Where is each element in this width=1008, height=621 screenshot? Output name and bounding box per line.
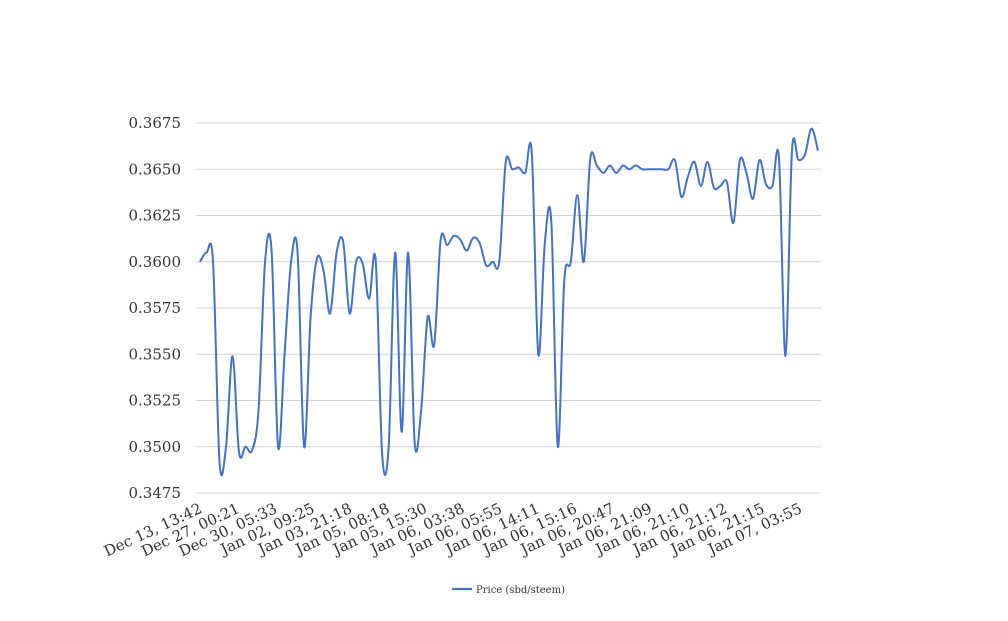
gridlines xyxy=(196,122,821,494)
legend: Price (sbd/steem) xyxy=(452,585,565,596)
y-tick-label: 0.3550 xyxy=(129,345,182,363)
y-tick-label: 0.3475 xyxy=(129,484,182,502)
legend-label: Price (sbd/steem) xyxy=(476,585,565,596)
series-lines xyxy=(199,127,819,477)
y-tick-label: 0.3650 xyxy=(129,160,182,178)
series-line xyxy=(199,127,819,477)
y-tick-label: 0.3500 xyxy=(129,438,182,456)
y-tick-label: 0.3675 xyxy=(129,114,182,132)
y-tick-label: 0.3625 xyxy=(129,207,182,225)
y-tick-label: 0.3575 xyxy=(129,299,182,317)
y-tick-label: 0.3525 xyxy=(129,392,182,410)
y-tick-label: 0.3600 xyxy=(129,253,182,271)
y-axis-ticks: 0.3475 0.3500 0.3525 0.3550 0.3575 0.3600 0.36… xyxy=(129,114,182,502)
